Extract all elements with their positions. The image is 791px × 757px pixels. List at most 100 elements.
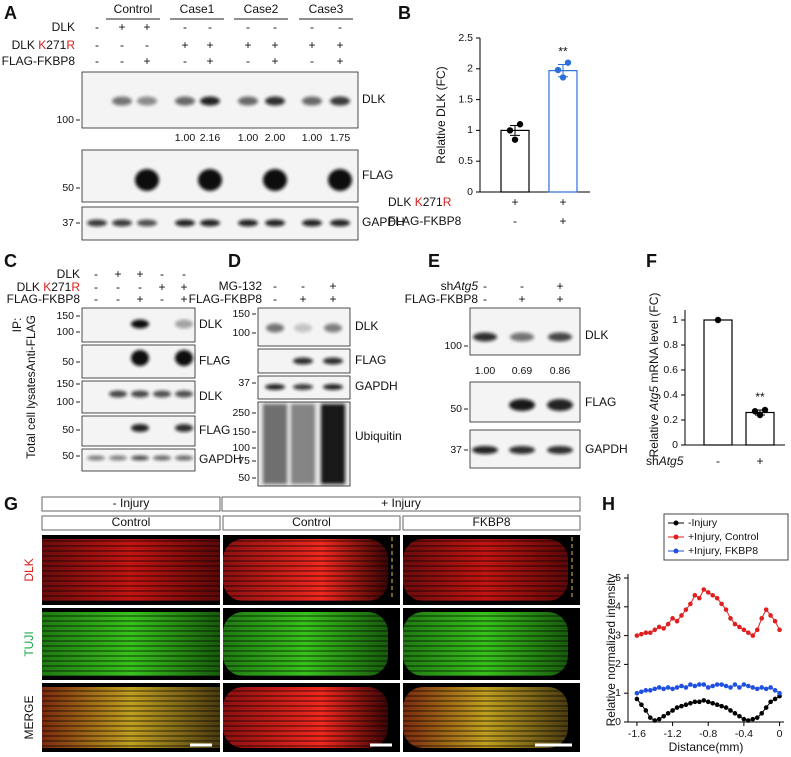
data-point [564,59,572,66]
row-label-part: sh [441,279,454,293]
series-point [692,592,698,598]
series-point [768,699,773,705]
sign: + [143,20,150,34]
sign: - [246,20,250,34]
band [509,446,535,454]
band [109,455,127,461]
blot-label: DLK [199,389,222,403]
series-point [763,686,769,692]
series-point [768,613,773,618]
series-point [661,713,666,719]
sign: + [143,54,150,68]
micrograph-texture [403,687,568,748]
blot-label: GAPDH [585,442,628,456]
series-point [674,685,680,690]
band [137,96,157,106]
sign: + [206,54,213,68]
blot-label: FLAG [585,395,616,409]
series-point [737,624,742,630]
micrograph-texture [403,612,568,676]
series-point [634,690,640,696]
band [175,390,193,398]
band [112,96,132,106]
ratio: 0.69 [512,365,533,377]
band [198,169,222,191]
series-point [741,627,747,633]
series-point [647,630,653,636]
series-point [728,708,733,713]
legend-box [663,513,789,561]
x-tick-label: 0 [777,728,783,740]
column-box [41,515,221,531]
y-tick-label: 0.4 [663,389,678,401]
series-point [777,627,782,633]
sign: - [273,279,277,293]
sign: + [181,38,188,52]
data-point [516,121,524,128]
data-point [761,406,769,414]
sign: + [556,292,563,306]
series-point [679,703,684,709]
y-axis-label: Relative Atg5 mRNA level (FC) [647,293,661,458]
series-point [652,686,658,692]
y-tick-label: 1 [615,687,621,699]
marker: 50 [62,450,74,462]
series-point [688,601,693,607]
marker: 75 [238,455,250,467]
bar [703,319,733,446]
sign: + [329,292,336,306]
marker: 50 [450,403,462,415]
row-label-part: 271 [423,195,443,209]
data-point [554,66,562,74]
marker: 250 [232,407,250,419]
band [135,169,159,191]
series-point [728,616,733,621]
row-label: FLAG-FKBP8 [405,292,479,306]
side-label: Anti-FLAG [24,315,38,371]
row-label-part: K [38,38,46,52]
sign: - [120,38,124,52]
series-point [746,630,751,636]
ratio: 2.00 [265,132,286,144]
band [328,169,352,191]
series-point [741,716,747,722]
series-point [723,607,729,612]
marker: 100 [232,327,250,339]
y-tick-label: 3 [615,629,621,641]
blot-label: GAPDH [199,452,242,466]
sign: - [273,292,277,306]
sign: + [244,38,251,52]
significance: ** [558,45,568,59]
series-point [634,633,640,638]
series-point [692,699,698,705]
row-label: DLK K271R [17,280,81,294]
y-tick-label: 2 [615,658,621,670]
series-point [652,718,658,723]
series-point [705,590,711,595]
series-point [688,682,693,687]
sign: - [483,292,487,306]
blot-label: FLAG [199,354,230,368]
x-tick-label: -0.8 [699,728,717,740]
sign: - [338,20,342,34]
y-tick-label: 5 [615,572,621,584]
header-box [221,496,581,512]
series-point [670,616,675,621]
series-point [639,689,644,695]
y-tick-label: 2.5 [458,32,473,44]
series-point [652,627,658,633]
blot-label: DLK [199,317,222,331]
series-point [714,595,720,601]
panel-label: H [602,494,615,514]
row-label: DLK [52,20,75,34]
row-label: DLK K271R [388,195,452,209]
marker: 100 [56,114,74,126]
band [324,323,342,333]
blot-label: FLAG [362,168,393,182]
series-point [661,686,666,692]
band [323,384,343,390]
marker: 50 [62,182,74,194]
series-point [639,631,644,637]
legend-swatch [673,520,679,526]
